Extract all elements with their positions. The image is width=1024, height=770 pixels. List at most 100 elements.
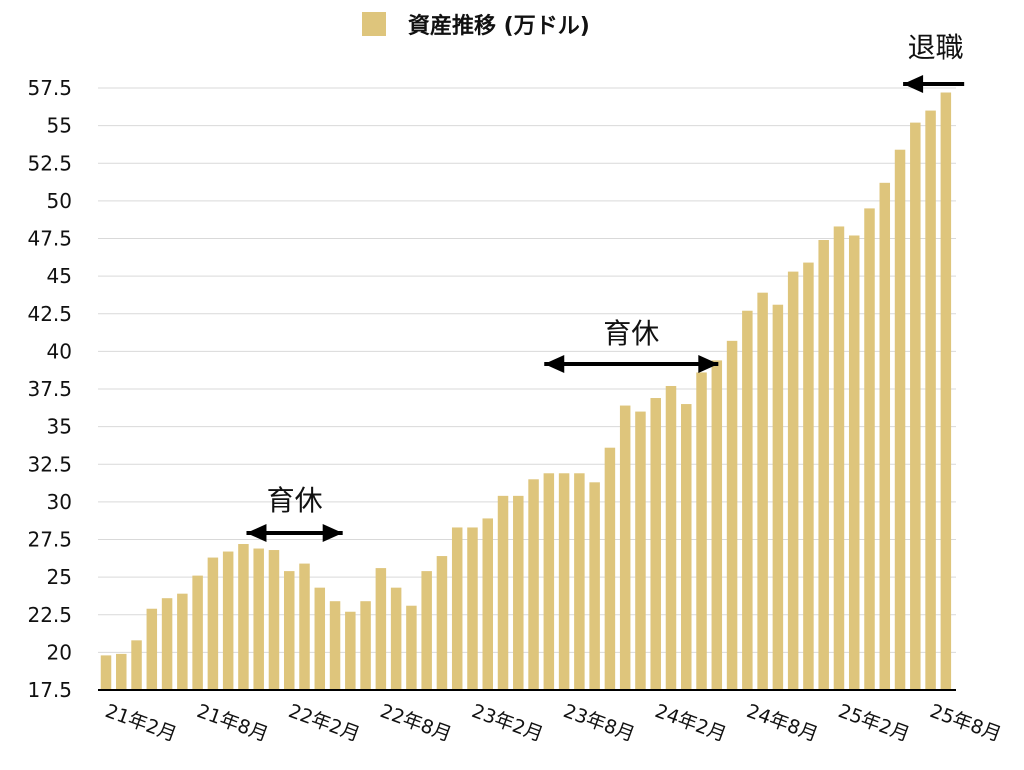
- bar: [635, 411, 646, 690]
- bar: [283, 571, 295, 690]
- bar: [619, 405, 631, 690]
- arrow-head-icon: [322, 524, 343, 542]
- bar: [650, 398, 661, 690]
- bar: [681, 404, 692, 690]
- bar: [833, 226, 845, 690]
- bar: [574, 473, 585, 690]
- y-tick-label: 25: [47, 565, 72, 589]
- x-tick-label: 24年8月: [744, 700, 821, 746]
- bar: [222, 551, 234, 690]
- bar: [131, 640, 142, 690]
- bar: [390, 587, 402, 690]
- bar: [192, 575, 203, 690]
- arrow-head-icon: [903, 75, 924, 93]
- y-tick-label: 55: [47, 114, 72, 138]
- bar: [207, 557, 219, 690]
- arrow-head-icon: [544, 355, 565, 373]
- y-tick-label: 30: [47, 490, 72, 514]
- bar: [726, 340, 738, 690]
- y-tick-label: 27.5: [27, 528, 72, 552]
- bar: [528, 479, 539, 690]
- bar: [467, 527, 478, 690]
- gridlines: [98, 87, 956, 653]
- x-tick-label: 21年2月: [102, 700, 179, 746]
- x-tick-label: 25年8月: [927, 700, 1004, 746]
- y-tick-label: 35: [47, 415, 72, 439]
- bar: [513, 495, 524, 690]
- x-tick-label: 24年2月: [652, 700, 729, 746]
- x-tick-label: 22年2月: [286, 700, 363, 746]
- bar: [589, 482, 600, 690]
- bar: [451, 527, 463, 690]
- bar: [848, 235, 860, 691]
- bar: [925, 110, 936, 690]
- y-tick-label: 52.5: [27, 151, 72, 175]
- arrow-head-icon: [698, 355, 719, 373]
- bar: [299, 563, 310, 690]
- legend-label: 資産推移 (万ドル): [408, 13, 590, 39]
- y-tick-label: 40: [47, 339, 72, 363]
- bar: [436, 556, 448, 690]
- bars: [100, 92, 952, 691]
- bar: [742, 310, 753, 690]
- bar: [482, 518, 493, 690]
- bar: [253, 548, 264, 690]
- bar: [375, 568, 387, 690]
- bar: [757, 292, 768, 690]
- bar: [604, 447, 616, 690]
- bar: [329, 601, 341, 690]
- bar: [665, 385, 677, 690]
- bar: [314, 587, 326, 690]
- annotation-label: 育休: [267, 484, 323, 517]
- x-axis-ticks: 21年2月 21年8月 22年2月 22年8月 23年2月 23年8月 24年2月 24年8月…: [102, 700, 1004, 746]
- bar: [864, 208, 875, 690]
- bar: [696, 372, 707, 690]
- bar: [879, 182, 891, 690]
- x-tick-label: 23年8月: [560, 700, 637, 746]
- bar: [146, 608, 158, 690]
- y-tick-label: 42.5: [27, 302, 72, 326]
- bar: [406, 605, 417, 690]
- bar: [787, 271, 799, 690]
- y-tick-label: 17.5: [27, 678, 72, 702]
- bar: [268, 550, 280, 690]
- x-tick-label: 21年8月: [194, 700, 271, 746]
- y-tick-label: 45: [47, 264, 72, 288]
- bar: [818, 240, 829, 690]
- y-tick-label: 57.5: [27, 76, 72, 100]
- legend-swatch: [362, 12, 386, 36]
- bar: [100, 655, 112, 690]
- bar: [177, 593, 188, 690]
- bar: [497, 495, 509, 690]
- x-tick-label: 23年2月: [469, 700, 546, 746]
- bar: [161, 598, 173, 690]
- y-tick-label: 50: [47, 189, 72, 213]
- bar: [238, 544, 249, 690]
- bar: [711, 360, 723, 690]
- bar: [940, 92, 952, 690]
- y-tick-label: 22.5: [27, 603, 72, 627]
- y-tick-label: 20: [47, 640, 72, 664]
- annotation-label: 退職: [908, 31, 964, 64]
- bar: [116, 653, 127, 690]
- bar: [345, 611, 356, 690]
- bar: [803, 262, 814, 690]
- y-axis-ticks: 17.5 20 22.5 25 27.5 30 32.5 35 37.5 40 42.5 45 47.5…: [27, 76, 72, 702]
- bar: [543, 473, 555, 690]
- x-tick-label: 22年8月: [377, 700, 454, 746]
- y-tick-label: 32.5: [27, 452, 72, 476]
- bar: [558, 473, 570, 690]
- bar: [894, 149, 906, 690]
- x-tick-label: 25年2月: [835, 700, 912, 746]
- annotation-label: 育休: [603, 317, 659, 350]
- y-tick-label: 37.5: [27, 377, 72, 401]
- y-tick-label: 47.5: [27, 227, 72, 251]
- bar: [910, 122, 921, 691]
- arrow-head-icon: [246, 524, 267, 542]
- legend: 資産推移 (万ドル): [362, 12, 590, 39]
- bar: [772, 304, 784, 690]
- bar: [421, 571, 432, 690]
- bar: [360, 601, 371, 690]
